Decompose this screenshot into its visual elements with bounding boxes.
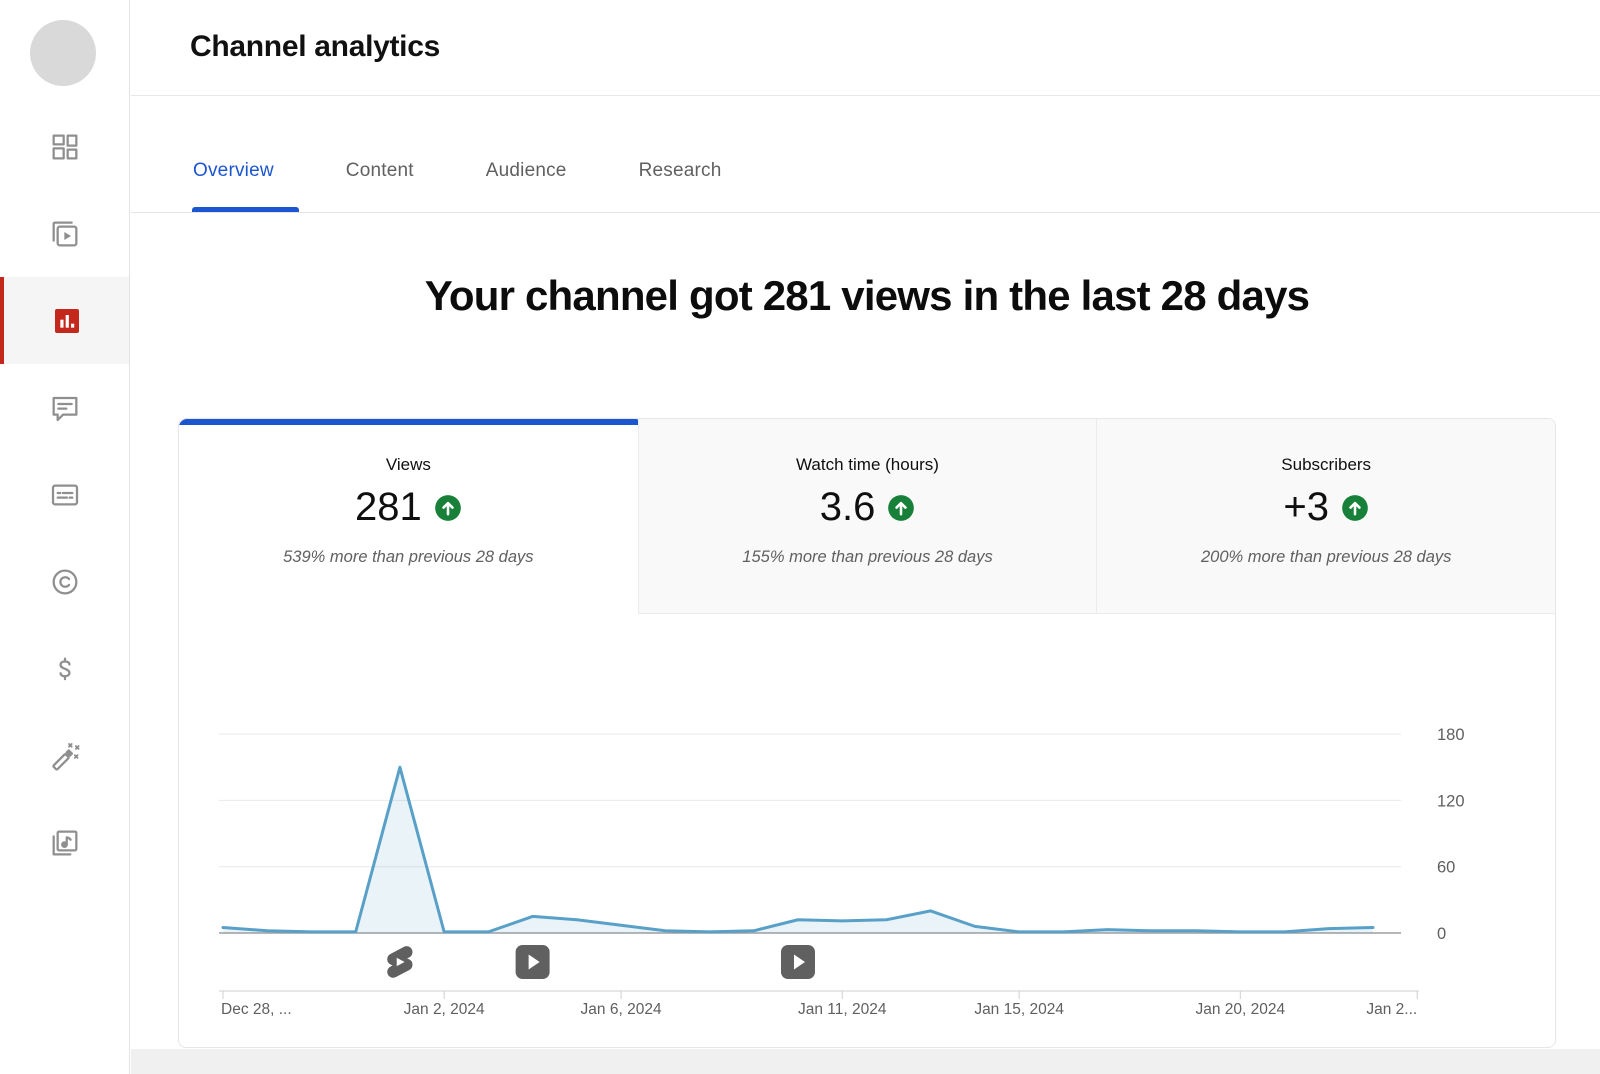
- comments-icon: [52, 396, 77, 421]
- x-axis-label: Dec 28, ...: [221, 1001, 292, 1018]
- page-bottom-strip: [131, 1049, 1600, 1074]
- audio-library-icon: [52, 830, 77, 855]
- metric-delta: 200% more than previous 28 days: [1200, 548, 1452, 566]
- sidebar-item-analytics[interactable]: [0, 277, 129, 364]
- trend-up-icon: [888, 494, 915, 521]
- metric-tab-subscribers[interactable]: Subscribers +3 200% more than previous 2…: [1096, 419, 1555, 614]
- copyright-icon: [52, 569, 77, 594]
- views-line-chart[interactable]: 0 60 120 180 Dec 28, ... Jan 2, 2024 Jan 6, 20…: [179, 614, 1555, 1048]
- tab-content[interactable]: Content: [345, 160, 414, 181]
- tab-audience[interactable]: Audience: [485, 160, 567, 181]
- tab-research[interactable]: Research: [638, 160, 722, 181]
- header-divider: [131, 95, 1600, 96]
- trend-up-icon: [434, 494, 461, 521]
- shorts-marker-icon: [387, 946, 413, 978]
- channel-avatar[interactable]: [30, 20, 96, 86]
- metric-label: Watch time (hours): [796, 455, 939, 474]
- key-metrics-card: Views 281 539% more than previous 28 day…: [178, 418, 1556, 1048]
- trend-up-icon: [1342, 494, 1368, 521]
- analytics-icon: [54, 308, 79, 333]
- metric-tab-views[interactable]: Views 281 539% more than previous 28 day…: [179, 419, 638, 614]
- metric-value: +3: [1283, 485, 1329, 529]
- sidebar-item-subtitles[interactable]: [0, 451, 129, 538]
- metric-label: Views: [385, 455, 431, 474]
- sidebar-item-comments[interactable]: [0, 364, 129, 451]
- x-axis-label: Jan 20, 2024: [1195, 1001, 1285, 1018]
- subtitles-icon: [51, 484, 78, 505]
- active-tab-indicator: [192, 207, 299, 212]
- metric-label: Subscribers: [1281, 455, 1372, 474]
- studio-sidebar: [0, 0, 130, 1074]
- y-axis-label: 180: [1437, 726, 1465, 744]
- sidebar-item-copyright[interactable]: [0, 538, 129, 625]
- earn-icon: [58, 656, 71, 680]
- y-axis-label: 120: [1437, 792, 1465, 810]
- metric-value: 281: [354, 485, 422, 529]
- page-title: Channel analytics: [190, 30, 440, 63]
- metric-tab-watch-time[interactable]: Watch time (hours) 3.6 155% more than pr…: [637, 419, 1097, 614]
- dashboard-icon: [52, 134, 77, 159]
- tab-overview[interactable]: Overview: [193, 160, 274, 181]
- sidebar-item-audio-library[interactable]: [0, 799, 129, 886]
- tabs-divider: [131, 212, 1600, 213]
- y-axis-label: 60: [1437, 859, 1455, 877]
- sidebar-item-earn[interactable]: [0, 625, 129, 712]
- x-axis-label: Jan 15, 2024: [974, 1001, 1064, 1018]
- x-axis-label: Jan 6, 2024: [581, 1001, 662, 1018]
- x-axis-label: Jan 2, 2024: [404, 1001, 485, 1018]
- sidebar-item-customization[interactable]: [0, 712, 129, 799]
- x-axis-label: Jan 2...: [1366, 1001, 1417, 1018]
- summary-headline: Your channel got 281 views in the last 2…: [424, 272, 1310, 319]
- sidebar-item-content[interactable]: [0, 190, 129, 277]
- sidebar-item-dashboard[interactable]: [0, 103, 129, 190]
- customization-icon: [51, 742, 80, 771]
- metric-tab-row: Views 281 539% more than previous 28 day…: [179, 419, 1555, 614]
- content-icon: [52, 221, 77, 246]
- metric-delta: 539% more than previous 28 days: [283, 548, 534, 566]
- x-axis-label: Jan 11, 2024: [798, 1001, 887, 1018]
- analytics-tabs: Overview Content Audience Research: [131, 130, 722, 212]
- y-axis-label: 0: [1437, 925, 1446, 943]
- metric-value: 3.6: [819, 485, 876, 529]
- metric-delta: 155% more than previous 28 days: [742, 548, 993, 566]
